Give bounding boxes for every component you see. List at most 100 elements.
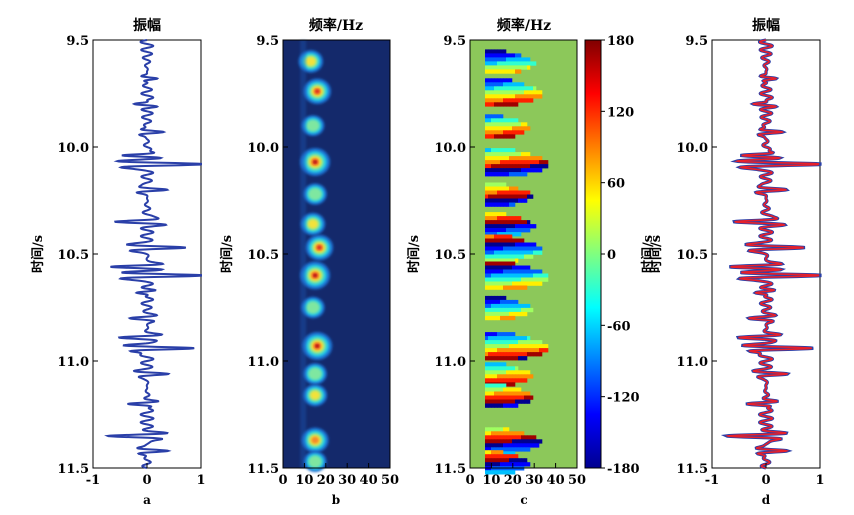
phase-cell — [494, 194, 498, 199]
phase-cell — [494, 315, 498, 321]
phase-cell — [494, 387, 498, 392]
phase-cell — [500, 168, 504, 173]
phase-cell — [503, 299, 507, 305]
phase-cell — [497, 285, 501, 290]
phase-cell — [488, 387, 492, 392]
phase-cell — [524, 340, 528, 345]
phase-cell — [494, 118, 498, 123]
phase-cell — [500, 254, 504, 259]
phase-cell — [503, 53, 507, 58]
phase-cell — [503, 261, 507, 266]
phase-cell — [503, 356, 507, 361]
phase-cell — [494, 61, 498, 66]
phase-cell — [500, 122, 504, 127]
phase-cell — [530, 269, 534, 274]
phase-cell — [542, 348, 546, 353]
series-d — [720, 38, 822, 470]
phase-cell — [506, 366, 510, 371]
phase-cell — [503, 242, 507, 247]
phase-cell — [491, 348, 495, 353]
phase-cell — [524, 277, 528, 282]
phase-cell — [512, 370, 516, 375]
phase-cell — [512, 332, 516, 337]
phase-cell — [497, 216, 501, 221]
phase-cell — [500, 458, 504, 463]
phase-cell — [503, 366, 507, 371]
phase-cell — [497, 348, 501, 353]
phase-cell — [488, 65, 492, 70]
phase-cell — [491, 224, 495, 229]
phase-cell — [485, 366, 489, 371]
phase-cell — [491, 90, 495, 95]
phase-cell — [536, 273, 540, 278]
phase-cell — [533, 348, 537, 353]
phase-cell — [485, 336, 489, 341]
phase-cell — [509, 435, 513, 440]
phase-cell — [515, 462, 519, 467]
phase-cell — [515, 395, 519, 400]
phase-cell — [527, 98, 531, 103]
phase-cell — [506, 403, 510, 408]
spectrum-blob — [308, 367, 322, 381]
phase-cell — [500, 311, 504, 317]
phase-cell — [494, 202, 498, 207]
phase-cell — [488, 370, 492, 375]
phase-cell — [518, 391, 522, 396]
phase-cell — [494, 435, 498, 440]
phase-cell — [491, 122, 495, 127]
phase-cell — [503, 90, 507, 95]
phase-cell — [500, 399, 504, 404]
phase-cell — [509, 439, 513, 444]
phase-cell — [500, 391, 504, 396]
phase-cell — [503, 344, 507, 349]
phase-cell — [500, 362, 504, 367]
phase-cell — [491, 152, 495, 157]
phase-cell — [506, 250, 510, 255]
phase-cell — [491, 435, 495, 440]
phase-cell — [497, 250, 501, 255]
phase-cell — [497, 269, 501, 274]
phase-cell — [485, 194, 489, 199]
phase-cell — [512, 447, 516, 452]
phase-cell — [527, 435, 531, 440]
phase-cell — [494, 126, 498, 131]
phase-cell — [536, 281, 540, 286]
title-a: 振幅 — [133, 17, 161, 34]
phase-cell — [539, 352, 543, 357]
phase-cell — [521, 311, 525, 317]
phase-cell — [485, 216, 489, 221]
phase-cell — [488, 242, 492, 247]
phase-cell — [497, 228, 501, 233]
phase-cell — [506, 265, 510, 270]
phase-cell — [500, 403, 504, 408]
phase-cell — [494, 220, 498, 225]
phase-cell — [494, 228, 498, 233]
phase-cell — [524, 242, 528, 247]
phase-cell — [509, 69, 513, 74]
phase-cell — [515, 348, 519, 353]
phase-cell — [515, 366, 519, 371]
phase-cell — [500, 114, 504, 119]
phase-cell — [527, 443, 531, 448]
phase-cell — [503, 454, 507, 459]
phase-cell — [530, 94, 534, 99]
ticks-c: 9.5 10.0 10.5 11.0 11.50 10 20 30 40 50 — [434, 34, 586, 488]
phase-cell — [488, 470, 492, 475]
phase-cell — [518, 303, 522, 309]
phase-cell — [518, 387, 522, 392]
phase-cell — [527, 374, 531, 379]
phase-cell — [503, 102, 507, 107]
phase-cell — [521, 194, 525, 199]
phase-cell — [503, 156, 507, 161]
phase-cell — [512, 148, 516, 153]
phase-cell — [488, 69, 492, 74]
phase-cell — [500, 443, 504, 448]
phase-cell — [491, 299, 495, 305]
axis-b-xtick-label: 10 — [295, 473, 313, 488]
phase-cell — [512, 403, 516, 408]
phase-cell — [488, 82, 492, 87]
phase-cell — [500, 315, 504, 321]
phase-cell — [488, 403, 492, 408]
phase-cell — [500, 340, 504, 345]
phase-cell — [488, 340, 492, 345]
